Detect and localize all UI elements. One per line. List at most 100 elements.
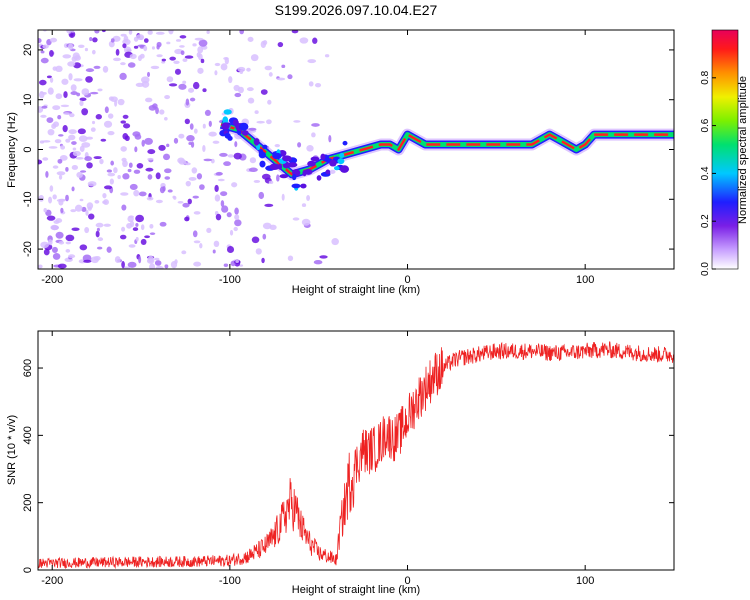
spectrogram-blob	[65, 234, 75, 242]
ridge-blob	[342, 140, 348, 146]
spectrogram-blob	[192, 195, 199, 199]
spectrogram-blob	[52, 105, 61, 111]
spectrogram-blob	[159, 221, 167, 227]
spectrogram-blob	[45, 209, 52, 217]
spectrogram-blob	[256, 120, 265, 124]
spectrogram-blob	[203, 158, 213, 162]
spectrogram-blob	[72, 52, 80, 60]
spectrogram-blob	[38, 38, 42, 44]
x-tick-label: 0	[404, 575, 410, 587]
spectrogram-blob	[268, 180, 274, 184]
colorbar-tick-label: 0.4	[700, 166, 711, 180]
x-tick-label: 0	[404, 274, 410, 286]
spectrogram-blob	[128, 244, 136, 248]
spectrogram-blob	[68, 254, 76, 259]
spectrogram-blob	[219, 152, 228, 157]
spectrogram-blob	[307, 59, 317, 64]
spectrogram-blob	[145, 167, 154, 172]
y-tick-label: 0	[22, 146, 34, 152]
spectrogram-blob	[173, 195, 177, 200]
spectrogram-blob	[233, 84, 240, 92]
colorbar-label: Normalized spectral amplitude	[737, 76, 749, 224]
spectrogram-blob	[206, 30, 210, 34]
spectrogram-blob	[223, 161, 231, 167]
ridge-blob	[269, 163, 280, 170]
spectrogram-blob	[198, 39, 208, 47]
spectrogram-blob	[233, 226, 238, 232]
spectrogram-blob	[276, 174, 280, 182]
spectrogram-blob	[57, 115, 62, 120]
spectrogram-blob	[62, 124, 68, 133]
spectrogram-blob	[287, 74, 293, 80]
spectrogram-blob	[266, 119, 272, 125]
spectrogram-blob	[208, 120, 212, 127]
spectrogram-blob	[161, 60, 166, 64]
ridge-blob	[241, 130, 249, 136]
y-tick-label: 10	[22, 94, 34, 106]
spectrogram-blob	[117, 98, 125, 106]
spectrogram-blob	[153, 257, 160, 261]
spectrogram-blob	[127, 261, 137, 268]
ridge-blob	[300, 183, 307, 189]
spectrogram-blob	[79, 100, 84, 107]
spectrogram-blob	[68, 129, 77, 135]
spectrogram-blob	[86, 136, 93, 140]
spectrogram-blob	[84, 156, 93, 162]
spectrogram-blob	[92, 37, 98, 43]
x-tick-label: 100	[576, 575, 594, 587]
spectrogram-blob	[148, 105, 157, 111]
spectrogram-blob	[135, 222, 139, 227]
spectrogram-blob	[70, 32, 74, 37]
spectrogram-blob	[185, 180, 191, 187]
spectrogram-blob	[59, 154, 68, 161]
y-tick-label: 600	[22, 359, 34, 377]
spectrogram-blob	[127, 62, 136, 68]
spectrogram-blob	[162, 153, 171, 161]
snr-background	[38, 331, 674, 570]
spectrogram-blob	[128, 30, 133, 35]
spectrogram-blob	[192, 43, 197, 47]
spectrogram-blob	[215, 171, 223, 176]
spectrogram-blob	[121, 204, 127, 211]
spectrogram-blob	[204, 109, 211, 117]
spectrogram-blob	[53, 121, 60, 128]
spectrogram-blob	[42, 157, 49, 161]
ridge-blob	[259, 160, 266, 168]
spectrogram-blob	[120, 120, 127, 124]
spectrogram-blob	[179, 35, 187, 39]
spectrogram-blob	[60, 145, 66, 150]
spectrogram-blob	[192, 230, 198, 238]
spectrogram-blob	[297, 142, 302, 148]
spectrogram-blob	[146, 196, 154, 201]
spectrogram-blob	[150, 65, 160, 70]
spectrogram-blob	[114, 256, 121, 264]
spectrogram-blob	[48, 196, 53, 204]
spectrogram-blob	[57, 263, 67, 269]
spectrogram-blob	[140, 238, 147, 245]
spectrogram-blob	[39, 79, 47, 86]
spectrogram-blob	[311, 132, 316, 138]
spectrogram-blob	[40, 241, 50, 249]
spectrogram-blob	[167, 189, 173, 193]
spectrogram-blob	[233, 152, 242, 160]
spectrogram-blob	[180, 50, 185, 56]
spectrogram-blob	[214, 184, 219, 193]
spectrogram-blob	[227, 154, 235, 158]
spectrogram-blob	[112, 57, 121, 62]
spectrogram-blob	[135, 236, 139, 242]
spectrogram-blob	[85, 209, 89, 216]
spectrogram-blob	[49, 50, 54, 57]
y-tick-label: -10	[22, 191, 34, 207]
spectrogram-blob	[185, 98, 190, 106]
spectrogram-blob	[81, 88, 90, 96]
spectrogram-blob	[197, 46, 204, 54]
spectrogram-x-label: Height of straight line (km)	[292, 284, 420, 296]
spectrogram-blob	[46, 215, 56, 221]
spectrogram-blob	[281, 193, 285, 201]
spectrogram-blob	[129, 183, 138, 191]
spectrogram-blob	[235, 259, 240, 263]
spectrogram-blob	[164, 117, 168, 121]
spectrogram-blob	[145, 97, 153, 103]
colorbar-tick-label: 0.8	[700, 70, 711, 84]
